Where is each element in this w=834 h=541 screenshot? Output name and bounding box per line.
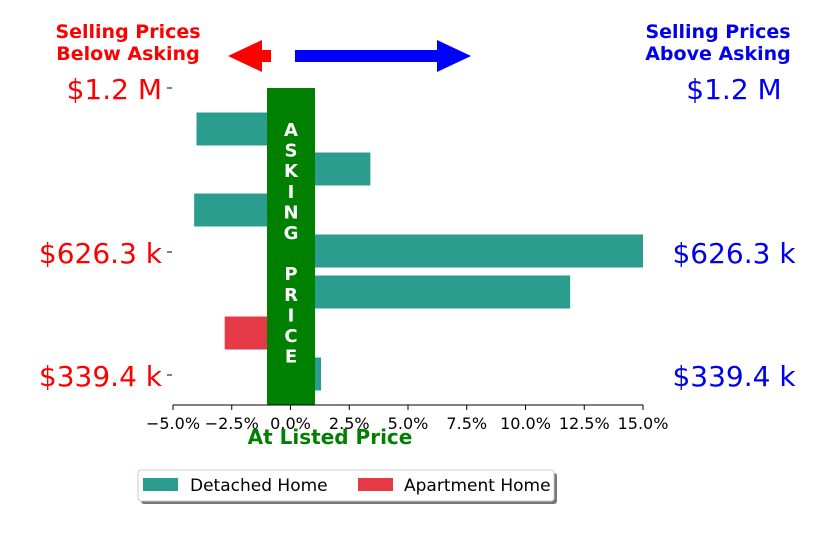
band-letter-10: I (288, 305, 295, 326)
band-letter-8: P (284, 264, 297, 285)
band-letter-9: R (284, 285, 298, 306)
xtick-label-3: 0.0% (270, 414, 311, 433)
xtick-label-9: 15.0% (618, 414, 669, 433)
xtick-label-2: −2.5% (205, 414, 259, 433)
ytick-left-2: $626.3 k (39, 237, 163, 270)
xtick-label-6: 7.5% (446, 414, 487, 433)
xtick-label-1: −5.0% (146, 414, 200, 433)
bar-detached-4 (290, 234, 643, 268)
band-letter-5: N (283, 202, 298, 223)
ytick-right-2: $626.3 k (672, 237, 796, 270)
ytick-left-3: $339.4 k (39, 360, 163, 393)
band-letter-3: K (284, 161, 299, 182)
band-letter-2: S (285, 141, 298, 162)
band-letter-4: I (288, 182, 295, 203)
band-letter-12: E (285, 347, 297, 368)
above-arrow-icon (295, 40, 471, 72)
x-ticks-group: −5.0% −2.5% 0.0% 2.5% 5.0% 7.5% 10.0% 12.5% 15.0… (146, 405, 668, 433)
below-arrow-icon (228, 40, 271, 72)
legend-swatch-apartment (358, 478, 393, 491)
legend-box (137, 469, 555, 502)
xtick-label-7: 10.0% (500, 414, 551, 433)
ytick-right-1: $1.2 M (686, 73, 781, 106)
xtick-label-4: 2.5% (329, 414, 370, 433)
above-asking-line1: Selling Prices (645, 21, 790, 43)
legend-label-apartment: Apartment Home (404, 476, 551, 496)
asking-price-band (267, 88, 315, 405)
below-asking-line1: Selling Prices (55, 21, 200, 43)
xtick-label-8: 12.5% (559, 414, 610, 433)
ytick-left-1: $1.2 M (67, 73, 162, 106)
band-letter-6: G (284, 223, 299, 244)
xtick-label-5: 5.0% (388, 414, 429, 433)
band-letter-11: C (284, 326, 297, 347)
legend-label-detached: Detached Home (190, 476, 328, 496)
legend-swatch-detached (143, 478, 178, 491)
bars-group (194, 112, 643, 391)
below-asking-line2: Below Asking (56, 43, 199, 65)
x-axis-label: At Listed Price (248, 425, 413, 449)
above-asking-line2: Above Asking (645, 43, 791, 65)
band-letter-1: A (284, 120, 298, 141)
bar-detached-5 (290, 275, 571, 309)
ytick-right-3: $339.4 k (672, 360, 796, 393)
